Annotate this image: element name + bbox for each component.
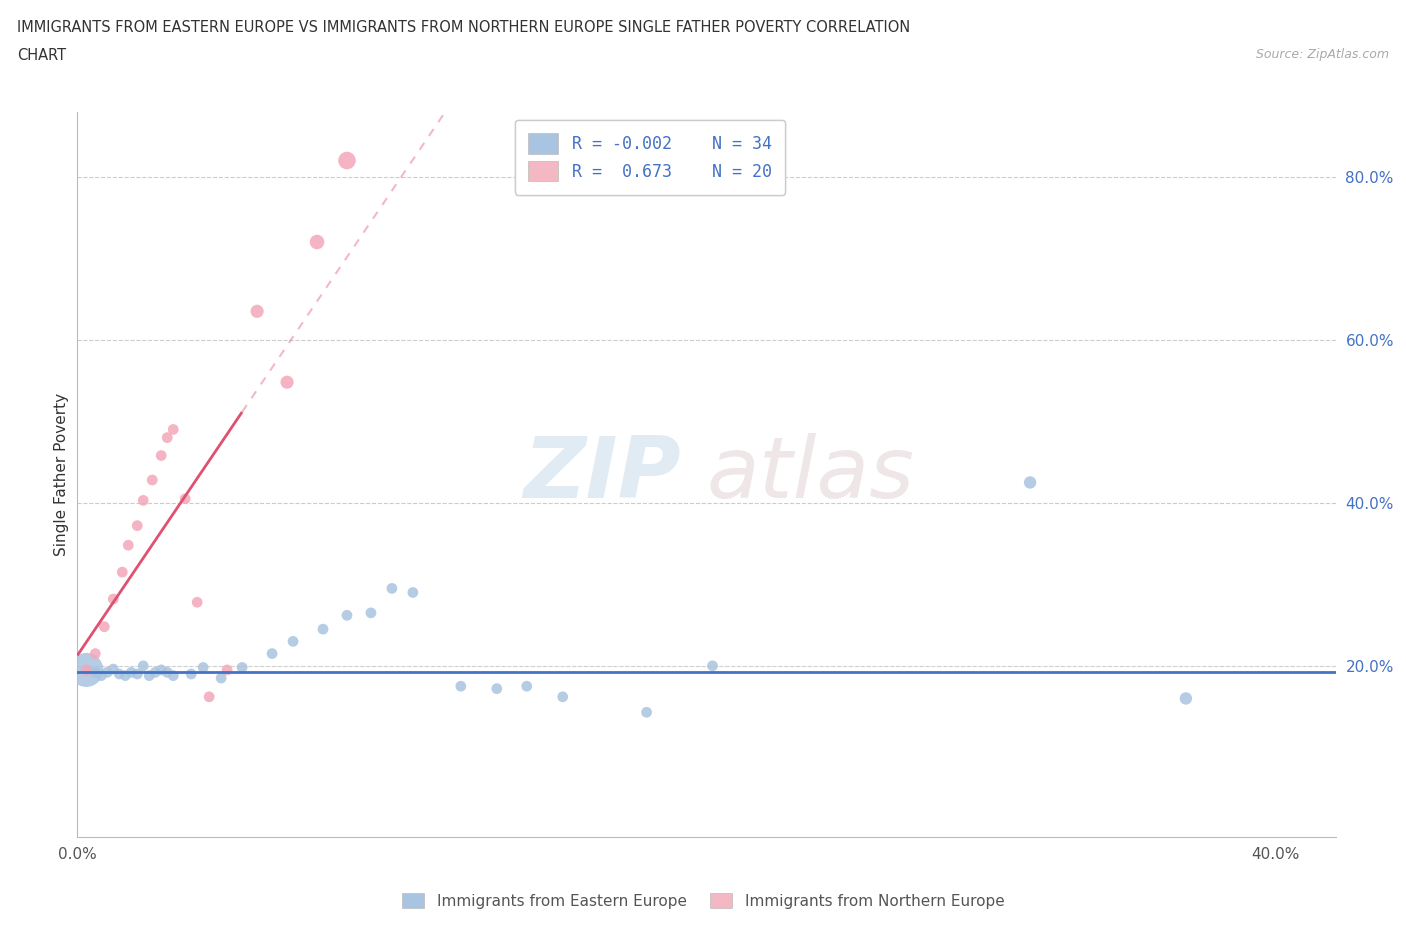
Point: [1174, 691, 1197, 706]
Point: [150, 448, 173, 463]
Point: [450, 679, 472, 694]
Point: [156, 665, 179, 680]
Point: [217, 662, 239, 677]
Text: ZIP: ZIP: [523, 432, 682, 516]
Point: [551, 689, 574, 704]
Point: [231, 660, 253, 675]
Legend: R = -0.002    N = 34, R =  0.673    N = 20: R = -0.002 N = 34, R = 0.673 N = 20: [515, 120, 785, 194]
Point: [162, 422, 184, 437]
Point: [198, 689, 221, 704]
Point: [246, 304, 269, 319]
Point: [262, 646, 284, 661]
Point: [138, 668, 160, 683]
Point: [305, 234, 328, 249]
Point: [485, 681, 508, 696]
Point: [127, 667, 149, 682]
Point: [162, 668, 184, 683]
Point: [120, 665, 142, 680]
Point: [127, 518, 149, 533]
Text: Source: ZipAtlas.com: Source: ZipAtlas.com: [1256, 48, 1389, 61]
Point: [117, 538, 139, 552]
Point: [381, 581, 404, 596]
Point: [84, 646, 107, 661]
Point: [702, 658, 724, 673]
Point: [312, 622, 335, 637]
Point: [143, 665, 166, 680]
Point: [114, 668, 136, 683]
Point: [209, 671, 232, 685]
Point: [516, 679, 538, 694]
Point: [636, 705, 658, 720]
Point: [93, 619, 115, 634]
Point: [402, 585, 425, 600]
Point: [1019, 475, 1042, 490]
Point: [103, 591, 125, 606]
Text: atlas: atlas: [707, 432, 914, 516]
Point: [180, 667, 202, 682]
Point: [132, 658, 155, 673]
Point: [360, 605, 382, 620]
Y-axis label: Single Father Poverty: Single Father Poverty: [53, 392, 69, 556]
Point: [276, 375, 298, 390]
Legend: Immigrants from Eastern Europe, Immigrants from Northern Europe: Immigrants from Eastern Europe, Immigran…: [395, 886, 1011, 915]
Point: [174, 491, 197, 506]
Text: IMMIGRANTS FROM EASTERN EUROPE VS IMMIGRANTS FROM NORTHERN EUROPE SINGLE FATHER : IMMIGRANTS FROM EASTERN EUROPE VS IMMIGR…: [17, 20, 910, 35]
Point: [336, 608, 359, 623]
Point: [132, 493, 155, 508]
Point: [103, 661, 125, 676]
Point: [336, 153, 359, 168]
Point: [75, 662, 97, 677]
Point: [75, 662, 97, 677]
Point: [111, 565, 134, 579]
Text: CHART: CHART: [17, 48, 66, 63]
Point: [150, 662, 173, 677]
Point: [141, 472, 163, 487]
Point: [191, 660, 215, 675]
Point: [108, 667, 131, 682]
Point: [156, 431, 179, 445]
Point: [96, 665, 118, 680]
Point: [281, 634, 304, 649]
Point: [84, 665, 107, 680]
Point: [90, 668, 112, 683]
Point: [186, 595, 208, 610]
